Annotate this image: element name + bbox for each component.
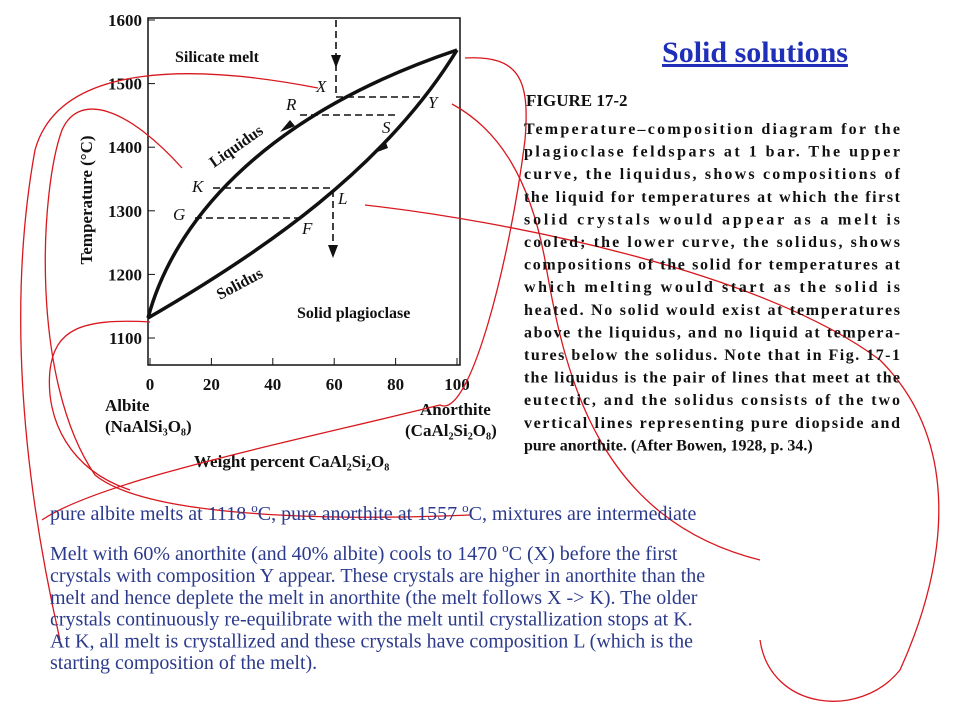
region-label: Silicate melt xyxy=(175,49,260,66)
caption-line: heated. No solid would exist at temperat… xyxy=(524,302,900,319)
liquidus-curve xyxy=(146,48,458,319)
path-arrows xyxy=(280,120,388,154)
y-tick-label: 1300 xyxy=(108,202,142,221)
caption-line: the liquid for temperatures at which the… xyxy=(524,189,901,206)
caption-line: plagioclase feldspars at 1 bar. The uppe… xyxy=(524,144,900,161)
caption-line: the liquidus is the pair of lines that m… xyxy=(524,370,900,387)
superscript: o xyxy=(251,500,258,515)
x-tick-label: 0 xyxy=(146,375,155,394)
x-tick-label: 40 xyxy=(264,375,281,394)
superscript: o xyxy=(502,540,509,555)
superscript: o xyxy=(462,500,469,515)
x-tick-label: 20 xyxy=(203,375,220,394)
caption-line: curve, the liquidus, shows compositions … xyxy=(524,166,901,183)
y-tick-label: 1200 xyxy=(108,265,142,284)
point-label: G xyxy=(173,205,185,224)
paragraph-line: melt and hence deplete the melt in anort… xyxy=(50,587,698,609)
end-member: (NaAlSi₃O₈) xyxy=(105,417,192,436)
y-axis-label: Temperature (°C) xyxy=(77,135,96,264)
caption-heading: FIGURE 17-2 xyxy=(526,91,628,110)
paragraph-line: crystals with composition Y appear. Thes… xyxy=(50,565,705,587)
point-label: F xyxy=(301,219,313,238)
tie-lines xyxy=(195,20,425,255)
caption-line: eutectic, and the solidus consists of th… xyxy=(524,392,900,409)
region-label: Solid plagioclase xyxy=(297,305,410,322)
plot-frame xyxy=(147,17,461,366)
point-label: R xyxy=(285,95,297,114)
point-label: L xyxy=(337,189,347,208)
end-member: Anorthite xyxy=(420,400,491,419)
point-label: Y xyxy=(428,93,439,112)
paragraph: crystals with composition Y appear. Thes… xyxy=(50,565,705,674)
caption-line: pure anorthite. (After Bowen, 1928, p. 3… xyxy=(524,437,813,454)
x-tick-label: 80 xyxy=(387,375,404,394)
text: C (X) before the first xyxy=(509,543,678,565)
caption-line: compositions of the solid for temperatur… xyxy=(524,257,901,274)
text: C, mixtures are intermediate xyxy=(469,503,697,525)
x-axis-label: Weight percent CaAl₂Si₂O₈ xyxy=(194,452,389,471)
y-tick-label: 1500 xyxy=(108,75,142,94)
paragraph-line: At K, all melt is crystallized and these… xyxy=(50,630,693,652)
y-tick-label: 1100 xyxy=(109,329,142,348)
text: Melt with 60% anorthite (and 40% albite)… xyxy=(50,543,502,565)
paragraph-line: crystals continuously re-equilibrate wit… xyxy=(50,609,693,631)
x-tick-label: 60 xyxy=(326,375,343,394)
text: C, pure anorthite at 1557 xyxy=(258,503,462,525)
caption-line: vertical lines representing pure diopsid… xyxy=(524,415,900,432)
caption-line: solid crystals would appear as a melt is xyxy=(524,211,900,228)
y-tick-label: 1400 xyxy=(108,138,142,157)
caption-line: which melting would start as the solid i… xyxy=(524,279,900,296)
end-member: Albite xyxy=(105,396,150,415)
x-tick-label: 100 xyxy=(444,375,470,394)
solidus-curve xyxy=(147,49,459,320)
slide-title: Solid solutions xyxy=(662,36,848,69)
end-member: (CaAl₂Si₂O₈) xyxy=(405,421,497,440)
point-label: X xyxy=(315,77,327,96)
paragraph: pure albite melts at 1118 oC, pure anort… xyxy=(50,500,696,525)
caption-line: cooled; the lower curve, the solidus, sh… xyxy=(524,234,900,251)
point-label: K xyxy=(191,177,205,196)
y-tick-label: 1600 xyxy=(108,11,142,30)
point-label: S xyxy=(382,118,391,137)
caption-line: Temperature–composition diagram for the xyxy=(524,121,900,138)
paragraph-line: Melt with 60% anorthite (and 40% albite)… xyxy=(50,540,678,565)
annotation-arrows xyxy=(20,57,940,702)
text: pure albite melts at 1118 xyxy=(50,503,251,525)
paragraph-line: starting composition of the melt). xyxy=(50,652,317,674)
caption-line: above the liquidus, and no liquid at tem… xyxy=(524,324,900,341)
